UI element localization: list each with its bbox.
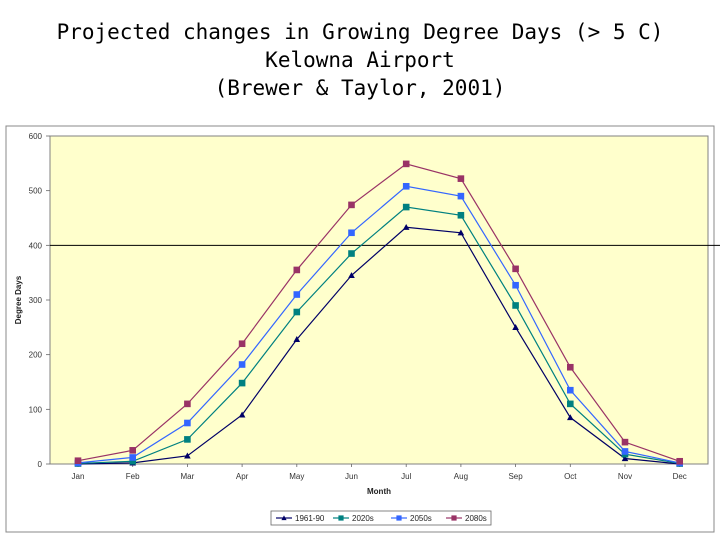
data-point-2020s <box>567 400 574 408</box>
data-point-2080s <box>74 457 82 465</box>
y-tick-label: 300 <box>29 296 43 305</box>
data-point-2080s <box>184 400 191 408</box>
data-point-2080s <box>621 438 629 446</box>
data-point-2050s <box>293 291 301 298</box>
series-line-1961-90 <box>77 226 680 465</box>
x-tick-label: Apr <box>236 472 249 481</box>
series-2080s <box>74 160 683 465</box>
y-tick-label: 600 <box>29 132 43 141</box>
data-point-2050s <box>402 182 410 190</box>
data-point-2050s <box>512 281 519 289</box>
x-tick-label: Aug <box>454 472 468 481</box>
title-line-3: (Brewer & Taylor, 2001) <box>214 76 506 100</box>
data-point-2020s <box>238 379 246 387</box>
data-point-2080s <box>676 457 683 465</box>
data-point-2080s <box>238 340 246 348</box>
data-point-2080s <box>293 266 301 274</box>
legend-item-2020s: 2020s <box>333 514 374 523</box>
legend-label: 2020s <box>352 514 374 523</box>
y-tick-label: 200 <box>29 351 43 360</box>
data-point-2020s <box>184 436 191 443</box>
data-point-2020s <box>129 457 136 465</box>
legend-marker <box>451 515 457 521</box>
x-tick-label: May <box>289 472 304 481</box>
x-tick-label: Nov <box>618 472 632 481</box>
legend-label: 2050s <box>410 514 432 523</box>
y-tick-label: 100 <box>29 405 43 414</box>
legend-label: 1961-90 <box>295 514 325 523</box>
data-point-2050s <box>129 454 136 461</box>
data-point-2050s <box>567 386 574 394</box>
data-point-1961-90 <box>348 272 355 279</box>
data-point-1961-90 <box>238 411 246 418</box>
legend-marker <box>338 515 344 521</box>
y-tick-label: 0 <box>38 460 43 469</box>
data-point-1961-90 <box>293 336 301 342</box>
data-point-2020s <box>293 308 301 316</box>
title-line-1: Projected changes in Growing Degree Days… <box>56 20 664 44</box>
x-tick-label: Sep <box>508 472 523 481</box>
series-line-2080s <box>77 163 680 462</box>
y-tick-label: 500 <box>29 187 43 196</box>
data-point-1961-90 <box>567 414 574 421</box>
data-point-2080s <box>457 175 465 182</box>
data-point-1961-90 <box>457 229 465 236</box>
data-point-1961-90 <box>184 452 191 459</box>
data-point-2050s <box>457 192 465 200</box>
legend-item-2050s: 2050s <box>391 514 432 523</box>
legend-item-1961-90: 1961-90 <box>276 514 325 523</box>
y-axis-title: Degree Days <box>14 275 23 324</box>
data-point-2020s <box>348 250 355 257</box>
data-point-1961-90 <box>512 324 519 330</box>
x-tick-label: Oct <box>564 472 577 481</box>
x-tick-label: Jan <box>72 472 85 481</box>
x-axis-title: Month <box>367 487 391 496</box>
x-tick-label: Feb <box>126 472 140 481</box>
legend-marker <box>396 515 402 521</box>
data-point-2080s <box>348 201 355 209</box>
data-point-2050s <box>348 229 355 237</box>
series-line-2020s <box>77 206 680 465</box>
data-point-2020s <box>512 302 519 309</box>
series-line-2050s <box>77 185 680 464</box>
x-tick-label: Jul <box>401 472 411 481</box>
legend-box <box>270 510 492 526</box>
data-point-1961-90 <box>621 455 629 462</box>
chart-title: Projected changes in Growing Degree Days… <box>0 18 720 102</box>
data-point-1961-90 <box>402 223 410 230</box>
x-tick-label: Jun <box>345 472 358 481</box>
legend-item-2080s: 2080s <box>446 514 487 523</box>
data-point-2080s <box>402 160 410 168</box>
legend: 1961-90 2020s 2050s 2080s <box>276 514 487 523</box>
title-line-2: Kelowna Airport <box>265 48 455 72</box>
data-point-2080s <box>512 265 519 273</box>
x-tick-label: Mar <box>181 472 195 481</box>
data-point-2080s <box>129 447 136 454</box>
data-point-2080s <box>567 363 574 371</box>
data-point-2020s <box>457 211 465 219</box>
data-point-2050s <box>621 448 629 455</box>
data-point-2050s <box>184 419 191 427</box>
plot-area <box>49 135 709 465</box>
data-point-2020s <box>402 203 410 211</box>
legend-label: 2080s <box>465 514 487 523</box>
legend-marker <box>281 515 287 521</box>
x-tick-label: Dec <box>673 472 687 481</box>
y-tick-label: 400 <box>29 241 43 250</box>
data-point-2050s <box>238 361 246 368</box>
